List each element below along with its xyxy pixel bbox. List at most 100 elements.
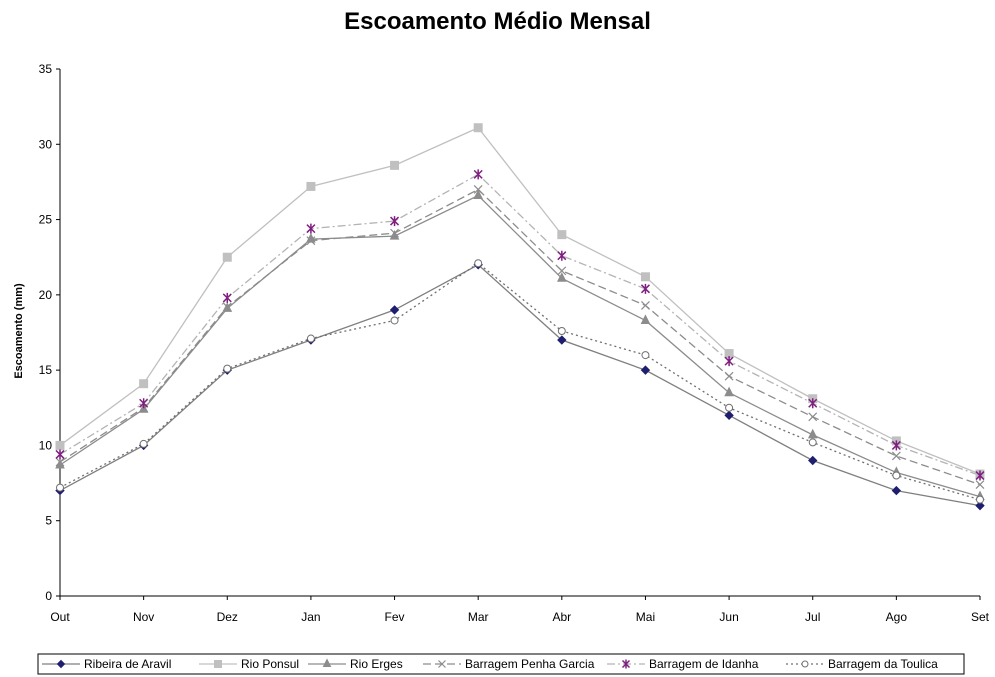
data-point [557, 326, 566, 335]
data-point [641, 300, 650, 310]
data-point [640, 365, 651, 375]
series-line-4 [59, 188, 981, 486]
legend-entry-label: Rio Ponsul [241, 657, 299, 671]
data-point [222, 292, 232, 303]
data-point [808, 438, 817, 447]
data-point [306, 181, 316, 191]
y-tick-label: 0 [45, 589, 52, 603]
data-point [975, 470, 985, 481]
data-point [724, 356, 734, 367]
data-point [474, 259, 483, 268]
legend-swatch-marker [621, 659, 631, 669]
data-point [473, 185, 483, 194]
data-point [557, 266, 567, 276]
y-tick-label: 30 [39, 137, 53, 151]
data-point [557, 272, 567, 282]
data-point [139, 398, 149, 409]
x-tick-label: Jan [301, 610, 320, 624]
data-point [640, 283, 650, 294]
data-point [808, 398, 818, 409]
data-point [976, 495, 984, 504]
data-point [808, 455, 818, 466]
y-tick-label: 25 [39, 213, 53, 227]
x-tick-label: Ago [886, 610, 908, 624]
series-lines [59, 126, 981, 507]
legend-swatch-marker [801, 660, 809, 668]
legend-entry-label: Barragem da Toulica [828, 657, 938, 671]
data-point [306, 223, 316, 234]
series-markers [55, 123, 985, 511]
series-line-5 [59, 173, 981, 477]
data-point [724, 386, 734, 397]
data-point [891, 451, 901, 461]
data-point [390, 216, 400, 227]
data-point [724, 371, 734, 381]
y-tick-label: 5 [45, 514, 52, 528]
data-point [139, 439, 148, 448]
data-point [891, 440, 901, 451]
data-point [223, 364, 232, 373]
x-tick-label: Nov [133, 610, 154, 624]
legend-entry-label: Barragem de Idanha [649, 657, 759, 671]
data-point [390, 228, 399, 238]
data-point [390, 160, 400, 170]
data-point [306, 334, 315, 343]
data-point [807, 428, 818, 439]
data-point [56, 483, 64, 492]
x-tick-label: Set [971, 610, 990, 624]
y-tick-label: 15 [39, 363, 53, 377]
data-point [473, 169, 483, 180]
x-tick-label: Abr [552, 610, 571, 624]
data-point [725, 403, 734, 412]
y-axis-ticks: 0 5 10 15 20 25 30 35 [39, 62, 60, 603]
data-point [473, 189, 483, 199]
chart-axes [59, 69, 980, 597]
data-point [891, 485, 902, 496]
data-point [222, 302, 232, 312]
data-point [55, 457, 65, 467]
data-point [892, 471, 901, 480]
data-point [640, 272, 650, 282]
data-point [641, 351, 650, 360]
y-tick-label: 10 [39, 438, 53, 452]
data-point [557, 335, 567, 345]
data-point [808, 412, 818, 422]
y-tick-label: 35 [39, 62, 53, 76]
data-point [389, 305, 400, 315]
legend-swatch-marker [438, 660, 446, 668]
x-tick-label: Mar [468, 610, 489, 624]
data-point [640, 314, 651, 324]
data-point [390, 316, 399, 325]
x-tick-label: Mai [636, 610, 655, 624]
x-tick-label: Dez [217, 610, 238, 624]
data-point [557, 250, 567, 261]
x-tick-label: Jun [719, 610, 738, 624]
data-point [473, 123, 483, 133]
series-line-1 [59, 263, 981, 507]
legend-box [37, 653, 965, 675]
data-point [975, 500, 985, 511]
data-point [55, 449, 65, 460]
data-point [55, 440, 65, 450]
data-point [724, 410, 734, 421]
data-point [139, 379, 149, 389]
x-axis-ticks: Out Nov Dez Jan Fev Mar Abr Mai Jun Jul Ago Set [50, 596, 990, 624]
legend-swatch-marker [56, 659, 66, 669]
x-tick-label: Jul [805, 610, 820, 624]
legend-swatch-marker [214, 660, 222, 668]
x-tick-label: Fev [385, 610, 405, 624]
y-axis-label: Escoamento (mm) [13, 283, 25, 379]
series-line-2 [59, 126, 981, 475]
data-point [557, 230, 567, 240]
legend: Ribeira de Aravil Rio Ponsul Rio Erges Barr… [37, 653, 965, 675]
y-tick-label: 20 [39, 288, 53, 302]
data-point [306, 236, 316, 246]
series-line-6 [59, 262, 981, 501]
series-line-3 [59, 194, 981, 498]
data-point [222, 252, 232, 262]
legend-entry-label: Barragem Penha Garcia [465, 657, 595, 671]
x-tick-label: Out [50, 610, 70, 624]
data-point [975, 480, 985, 490]
legend-entry-label: Ribeira de Aravil [84, 657, 171, 671]
